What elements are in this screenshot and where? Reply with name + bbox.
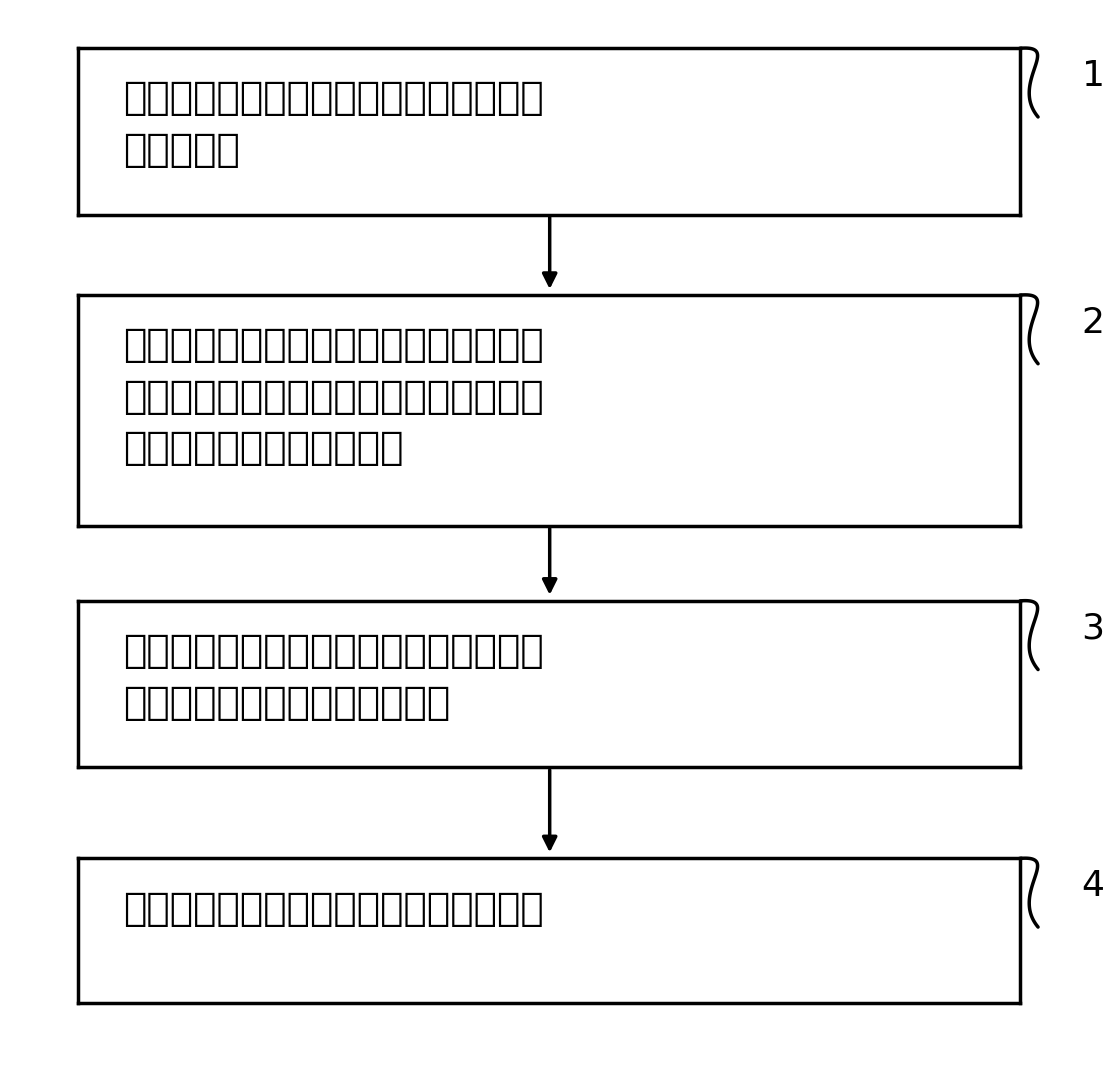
Text: 对电力用户数据根据用户类型和所在地区
进行分类；: 对电力用户数据根据用户类型和所在地区 进行分类； [123,80,543,168]
Bar [78,858,1020,1003]
Text: 1: 1 [1082,59,1105,93]
Text: 2: 2 [1082,306,1105,340]
Text: 4: 4 [1082,869,1105,903]
Bar [78,601,1020,767]
Bar [78,48,1020,215]
Text: 针对经过分类的电力用户数据的每一类用
户取其中个别用户的用电负荷数据及相关
影响因素数据建立回归式；: 针对经过分类的电力用户数据的每一类用 户取其中个别用户的用电负荷数据及相关 影响… [123,327,543,467]
Text: 根据回归式进一步获得该类群体用户中其
他用户的需求响应期基线负荷；: 根据回归式进一步获得该类群体用户中其 他用户的需求响应期基线负荷； [123,633,543,721]
Bar [78,295,1020,526]
Text: 3: 3 [1082,612,1105,646]
Text: 利用获得的基线负荷辨识错峰潜力负荷。: 利用获得的基线负荷辨识错峰潜力负荷。 [123,891,543,927]
